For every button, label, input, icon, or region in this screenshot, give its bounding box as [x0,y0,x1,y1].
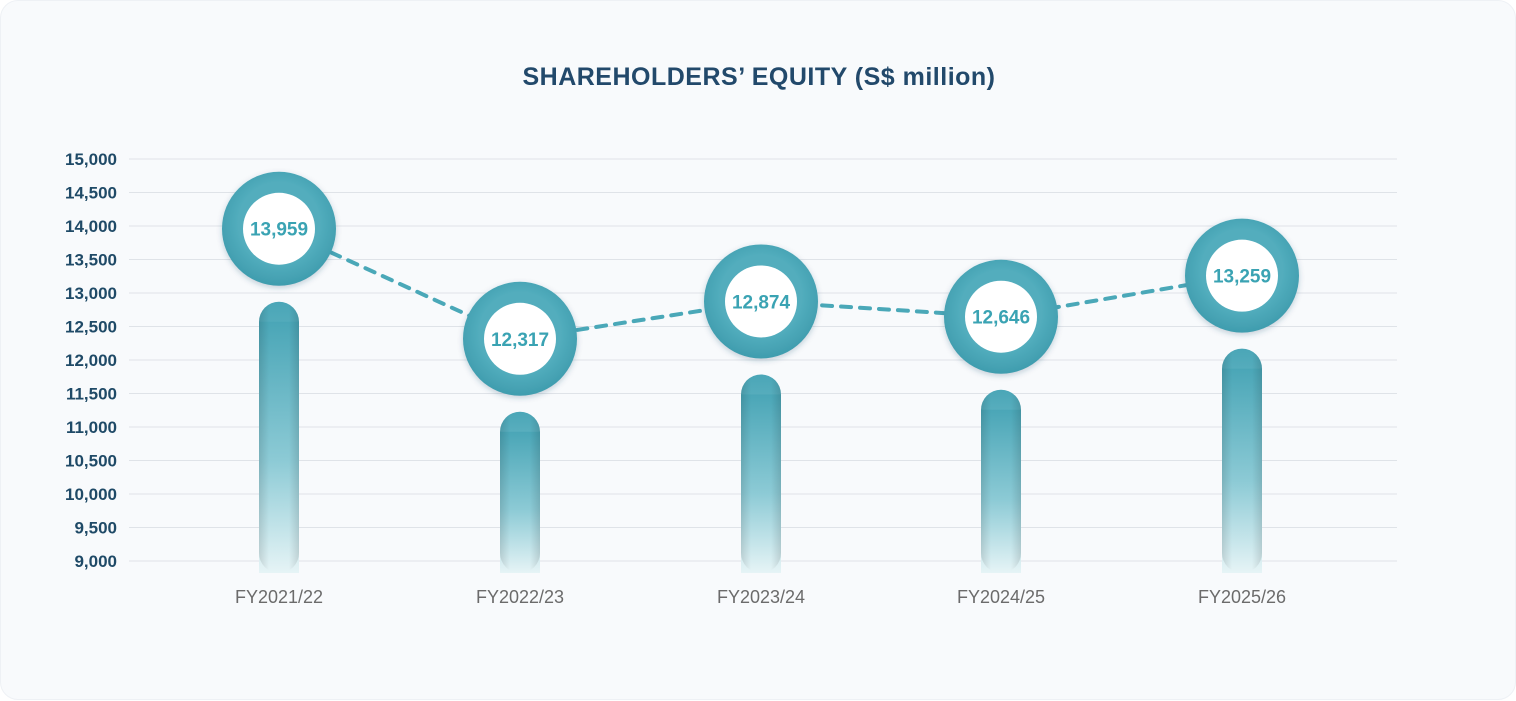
y-tick-label: 9,500 [74,519,117,538]
x-tick-label: FY2022/23 [476,587,564,607]
y-tick-label: 11,000 [66,418,117,437]
data-point-marker: 13,959 [222,171,336,286]
x-tick-label: FY2023/24 [717,587,805,607]
data-label: 12,646 [972,308,1030,329]
series-line [277,226,1244,341]
y-tick-label: 10,000 [65,485,117,504]
y-tick-label: 12,000 [65,351,117,370]
marker-center [243,192,315,265]
data-point-marker: 12,874 [704,244,818,359]
pillar-bar [981,389,1021,573]
data-label: 12,874 [732,292,791,313]
y-tick-label: 12,500 [65,318,117,337]
pillar-bar [741,374,781,573]
marker-center [1206,239,1278,312]
y-tick-label: 14,000 [65,217,117,236]
data-label: 12,317 [491,330,549,351]
data-label: 13,959 [250,220,308,241]
pillar-bar-shade [741,374,781,573]
pillar-bar [500,411,540,573]
data-point-marker: 12,317 [463,281,577,396]
pillar-bar-shade [1222,348,1262,573]
x-tick-label: FY2025/26 [1198,587,1286,607]
data-point-marker: 13,259 [1185,218,1299,333]
y-tick-label: 11,500 [66,385,117,404]
pillar-bar [259,301,299,573]
data-label: 13,259 [1213,267,1271,288]
pillar-bar-shade [500,411,540,573]
y-tick-label: 10,500 [65,452,117,471]
x-tick-label: FY2024/25 [957,587,1045,607]
data-point-marker: 12,646 [944,259,1058,374]
y-tick-label: 15,000 [65,150,117,169]
y-tick-label: 13,000 [65,284,117,303]
marker-center [965,280,1037,353]
pillar-bar-shade [259,301,299,573]
pillar-bar [1222,348,1262,573]
y-tick-label: 9,000 [74,552,117,571]
x-tick-label: FY2021/22 [235,587,323,607]
y-tick-label: 14,500 [65,184,117,203]
marker-center [484,302,556,375]
pillar-bar-shade [981,389,1021,573]
chart-title: SHAREHOLDERS’ EQUITY (S$ million) [522,63,996,91]
marker-center [725,265,797,338]
y-tick-label: 13,500 [65,251,117,270]
